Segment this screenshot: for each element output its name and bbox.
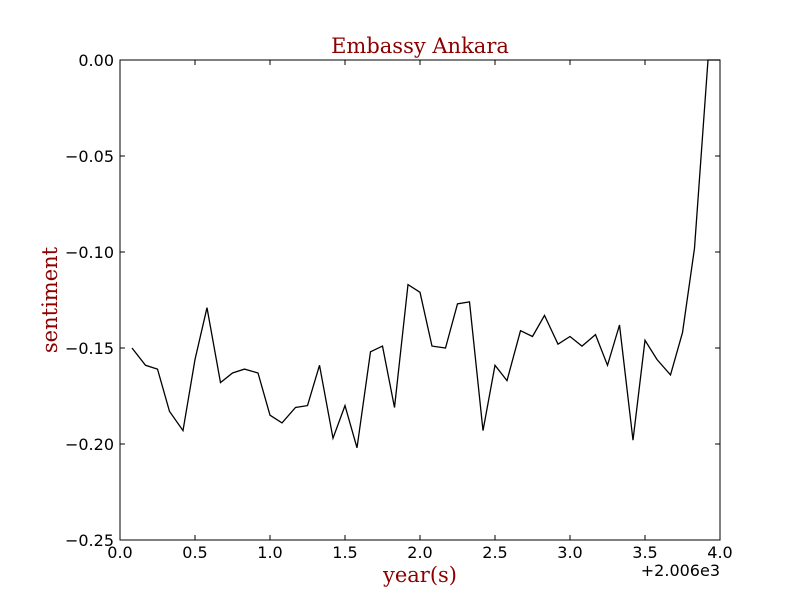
chart-title: Embassy Ankara [331,34,509,58]
y-tick-label: 0.00 [78,51,114,70]
y-tick-label: −0.05 [65,147,114,166]
x-tick-label: 3.0 [557,543,582,562]
y-axis: 0.00 −0.05 −0.10 −0.15 −0.20 −0.25 [65,51,720,550]
series-line [131,59,720,448]
x-tick-label: 0.5 [182,543,207,562]
plot-background [120,60,720,540]
x-tick-label: 0.0 [107,543,132,562]
y-tick-label: −0.15 [65,339,114,358]
series-layer [131,59,721,448]
x-axis-offset-label: +2.006e3 [641,561,720,580]
x-axis-label: year(s) [382,563,457,587]
y-tick-label: −0.10 [65,243,114,262]
x-tick-label: 3.5 [632,543,657,562]
y-tick-label: −0.20 [65,435,114,454]
x-tick-label: 2.0 [407,543,432,562]
x-tick-label: 2.5 [482,543,507,562]
plot-area: 0.0 0.5 1.0 1.5 2.0 2.5 3.0 3.5 4.0 0.00 −0.05 −0.… [65,51,733,562]
x-tick-label: 1.0 [257,543,282,562]
y-axis-label: sentiment [38,246,62,353]
x-tick-label: 1.5 [332,543,357,562]
x-tick-label: 4.0 [707,543,732,562]
x-axis: 0.0 0.5 1.0 1.5 2.0 2.5 3.0 3.5 4.0 [107,60,733,562]
y-tick-label: −0.25 [65,531,114,550]
